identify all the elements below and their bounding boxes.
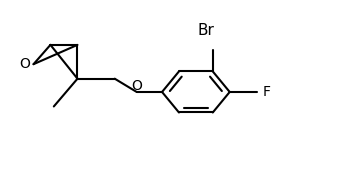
- Text: Br: Br: [197, 23, 214, 38]
- Text: F: F: [263, 85, 271, 99]
- Text: O: O: [20, 57, 30, 71]
- Text: O: O: [131, 79, 142, 93]
